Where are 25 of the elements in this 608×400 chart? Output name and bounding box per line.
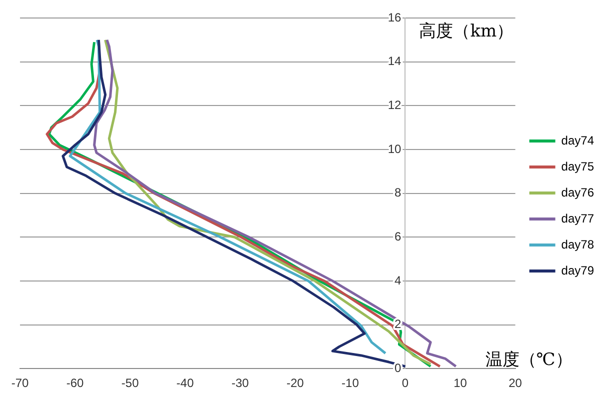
y-tick-label: 16 — [388, 10, 402, 24]
legend-label: day76 — [561, 185, 594, 200]
x-tick-label: -10 — [342, 376, 360, 390]
x-axis-title: 温度（℃） — [485, 350, 572, 370]
y-tick-label: 12 — [388, 98, 402, 112]
x-tick-label: 20 — [508, 376, 522, 390]
x-tick-label: -50 — [121, 376, 140, 390]
y-tick-label: 14 — [388, 54, 402, 68]
y-tick-label: 6 — [394, 229, 402, 244]
y-tick-label: 8 — [394, 186, 402, 200]
y-axis-title: 高度（km） — [419, 21, 514, 42]
y-tick-label: 10 — [388, 142, 402, 156]
x-tick-label: -40 — [176, 376, 194, 390]
x-tick-label: -30 — [231, 376, 250, 390]
x-tick-label: -70 — [11, 376, 29, 390]
legend-label: day77 — [561, 211, 594, 226]
x-tick-label: -60 — [66, 376, 84, 390]
legend-label: day74 — [561, 133, 594, 148]
x-tick-label: 10 — [454, 376, 468, 390]
legend-label: day75 — [561, 159, 594, 174]
y-tick-label: 2 — [394, 317, 402, 332]
legend-label: day79 — [561, 263, 594, 278]
legend-label: day78 — [561, 237, 594, 252]
x-tick-label: -20 — [286, 376, 304, 390]
y-tick-label: 4 — [394, 273, 402, 288]
